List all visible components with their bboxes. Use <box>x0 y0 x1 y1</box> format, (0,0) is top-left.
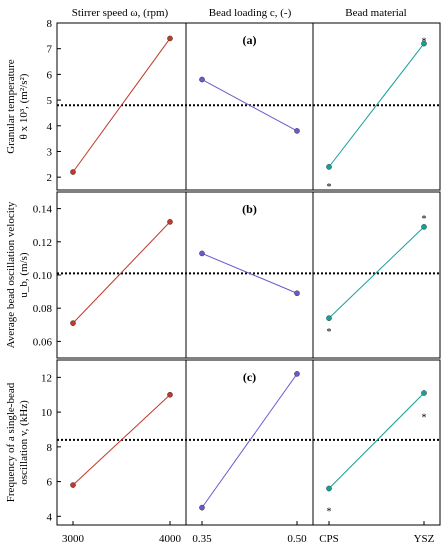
series-line-1 <box>72 38 171 173</box>
series-line-2 <box>201 79 298 132</box>
y-tick-label: 2 <box>47 172 53 184</box>
panel-2: 0.06 0.08 0.10 0.12 0.14 Average bead oscilla… <box>5 191 441 359</box>
column-titles: Stirrer speed ω, (rpm) Bead loading c, (… <box>72 7 407 19</box>
series-line-3 <box>328 392 425 489</box>
data-point-2-2 <box>294 290 300 297</box>
series-line-2 <box>201 373 298 508</box>
panel-label: (b) <box>242 202 257 216</box>
y-tick-label: 12 <box>41 372 52 384</box>
panel-3: 4 6 8 10 12 Frequency of a single-bead oscilla… <box>5 359 441 526</box>
panel-1-frame-3 <box>312 22 441 191</box>
y-axis-label-line-2: θ x 10³, (m²/s²) <box>18 73 30 139</box>
x-tick-label: CPS <box>319 533 339 545</box>
panel-3-frame-2 <box>185 359 314 526</box>
panel-1-frame-1 <box>56 22 187 191</box>
column-title-stirrer-speed: Stirrer speed ω, (rpm) <box>72 7 169 19</box>
asterisk-marker-2: * <box>422 37 427 48</box>
data-point-1-1 <box>70 482 76 488</box>
y-tick-label: 7 <box>47 44 53 56</box>
data-point-1-2 <box>167 35 173 42</box>
data-point-3-1 <box>326 485 332 492</box>
y-tick-label: 3 <box>47 146 53 158</box>
panel-label: (c) <box>243 370 256 384</box>
x-tick-label: 0.50 <box>287 533 307 545</box>
y-axis-label-line-2: oscillation v, (kHz) <box>18 400 30 485</box>
asterisk-marker-1: * <box>327 506 332 517</box>
y-tick-label: 4 <box>47 121 53 133</box>
series-line-3 <box>328 226 425 319</box>
column-title-bead-loading: Bead loading c, (-) <box>209 7 292 19</box>
asterisk-marker-1: * <box>327 182 332 193</box>
series-line-1 <box>72 221 171 324</box>
data-point-2-2 <box>294 371 300 377</box>
data-point-2-1 <box>199 504 205 511</box>
x-tick-label: 4000 <box>159 533 182 545</box>
data-point-1-2 <box>167 391 173 398</box>
data-point-2-1 <box>199 76 205 83</box>
panel-2-frame-3 <box>312 191 441 359</box>
data-point-3-2 <box>421 224 427 230</box>
y-tick-label: 0.12 <box>33 237 52 249</box>
series-line-1 <box>72 394 171 486</box>
data-point-2-2 <box>294 128 300 134</box>
y-tick-label: 0.14 <box>33 204 53 216</box>
y-tick-label: 8 <box>47 442 53 454</box>
panel-3-frame-1 <box>56 359 187 526</box>
panel-3-frame-3 <box>312 359 441 526</box>
data-point-3-2 <box>421 40 427 47</box>
data-point-1-1 <box>70 320 76 326</box>
data-point-2-1 <box>199 250 205 257</box>
x-tick-label: YSZ <box>414 533 435 545</box>
data-point-3-1 <box>326 315 332 321</box>
series-line-3 <box>328 43 425 168</box>
y-tick-label: 0.06 <box>33 336 53 348</box>
x-tick-label: 0.35 <box>192 533 212 545</box>
y-axis-label-line-1: Granular temperature <box>5 59 17 153</box>
y-tick-label: 6 <box>47 477 53 489</box>
y-axis-label-line-1: Frequency of a single-bead <box>5 382 17 502</box>
y-axis-label-line-2: u_b, (m/s) <box>18 252 30 298</box>
asterisk-marker-2: * <box>422 413 427 424</box>
data-point-1-1 <box>70 169 76 175</box>
panel-2-frame-2 <box>185 191 314 359</box>
panels: 2 3 4 5 6 7 8 Granular temperature θ x 10³, (m²/… <box>5 18 441 526</box>
column-title-bead-material: Bead material <box>345 7 406 19</box>
data-point-3-1 <box>326 164 332 170</box>
asterisk-marker-2: * <box>422 214 427 225</box>
y-axis-label-line-1: Average bead oscillation velocity <box>5 201 17 348</box>
asterisk-marker-1: * <box>327 327 332 338</box>
y-tick-label: 10 <box>41 407 53 419</box>
panel-1: 2 3 4 5 6 7 8 Granular temperature θ x 10³, (m²/… <box>5 18 441 193</box>
y-tick-label: 8 <box>47 18 53 30</box>
series-line-2 <box>201 252 298 294</box>
panel-1-frame-2 <box>185 22 314 191</box>
y-tick-label: 0.10 <box>33 270 53 282</box>
y-tick-label: 4 <box>47 511 53 523</box>
panel-2-frame-1 <box>56 191 187 359</box>
y-tick-label: 0.08 <box>33 303 53 315</box>
x-axis-labels: 3000 4000 0.35 0.50 CPS YSZ <box>62 521 435 545</box>
y-tick-label: 6 <box>47 69 53 81</box>
x-tick-label: 3000 <box>62 533 85 545</box>
panel-label: (a) <box>243 33 257 47</box>
data-point-3-2 <box>421 390 427 396</box>
data-point-1-2 <box>167 219 173 225</box>
y-tick-label: 5 <box>47 95 53 107</box>
